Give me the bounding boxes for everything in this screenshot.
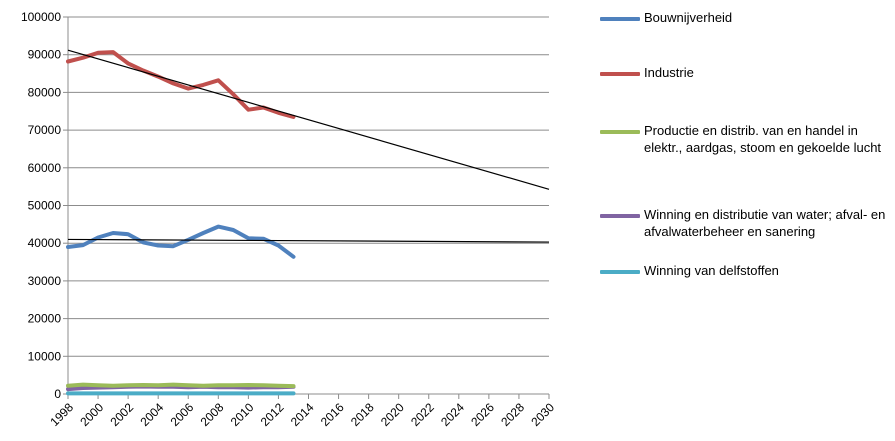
series-line-bouwnijverheid	[66, 224, 296, 259]
x-tick-label: 2006	[168, 400, 197, 429]
trendline-bouwnijverheid	[67, 238, 550, 243]
trendlines	[67, 49, 550, 243]
legend-swatch	[600, 270, 640, 274]
x-tick-label: 2000	[77, 400, 106, 429]
x-tick-label: 2008	[198, 400, 227, 429]
y-tick-label: 10000	[28, 349, 62, 363]
axes	[63, 16, 550, 399]
y-axis-tick-labels: 0 10000 20000 30000 40000 50000 60000 70000 8000…	[21, 10, 61, 401]
legend-item-winning-delfstoffen: Winning van delfstoffen	[600, 262, 889, 279]
y-tick-label: 70000	[28, 123, 62, 137]
y-tick-label: 30000	[28, 274, 62, 288]
legend-label: Bouwnijverheid	[644, 10, 733, 25]
x-tick-label: 2026	[468, 400, 497, 429]
legend-item-winning-water: Winning en distributie van water; afval-…	[600, 206, 889, 240]
x-tick-label: 2004	[138, 400, 167, 429]
y-tick-label: 90000	[28, 48, 62, 62]
x-tick-label: 2010	[228, 400, 257, 429]
y-tick-label: 20000	[28, 312, 62, 326]
x-tick-label: 2030	[528, 400, 557, 429]
x-tick-label: 2020	[378, 400, 407, 429]
y-tick-label: 80000	[28, 85, 62, 99]
line-chart: 0 10000 20000 30000 40000 50000 60000 70000 8000…	[21, 10, 557, 429]
x-tick-label: 2012	[258, 400, 287, 429]
trendline-industrie	[67, 49, 550, 190]
series-line-industrie	[66, 50, 296, 119]
legend-swatch	[600, 214, 640, 218]
y-tick-label: 100000	[21, 10, 61, 24]
x-tick-label: 2024	[438, 400, 467, 429]
x-tick-label: 2028	[498, 400, 527, 429]
x-tick-label: 2014	[288, 400, 317, 429]
series-lines	[66, 50, 296, 396]
x-tick-label: 1998	[47, 400, 76, 429]
legend-label: Industrie	[644, 65, 694, 80]
x-tick-label: 2002	[107, 400, 136, 429]
y-tick-label: 0	[54, 387, 61, 401]
y-tick-label: 60000	[28, 161, 62, 175]
x-tick-label: 2022	[408, 400, 437, 429]
legend-swatch	[600, 72, 640, 76]
legend-item-bouwnijverheid: Bouwnijverheid	[600, 9, 889, 26]
x-tick-label: 2018	[348, 400, 377, 429]
legend-label: Winning van delfstoffen	[644, 263, 779, 278]
legend-swatch	[600, 17, 640, 21]
legend-label: Winning en distributie van water; afval-…	[644, 207, 886, 239]
legend-item-industrie: Industrie	[600, 64, 889, 81]
legend-label: Productie en distrib. van en handel in e…	[644, 123, 882, 155]
y-tick-label: 50000	[28, 199, 62, 213]
legend-swatch	[600, 130, 640, 134]
x-tick-label: 2016	[318, 400, 347, 429]
legend-item-productie-energie: Productie en distrib. van en handel in e…	[600, 122, 889, 156]
x-axis-tick-labels: 1998 2000 2002 2004 2006 2008 2010 2012 2014 2016…	[47, 400, 557, 429]
y-tick-label: 40000	[28, 236, 62, 250]
series-line-productie	[66, 382, 296, 389]
